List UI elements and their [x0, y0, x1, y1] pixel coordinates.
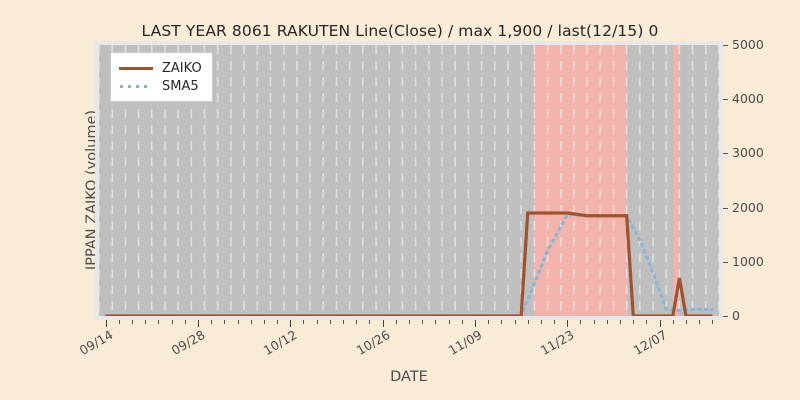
x-tick-minor [699, 320, 701, 324]
x-tick-minor [356, 320, 358, 324]
x-tick-major [197, 320, 199, 327]
highlight-band-1 [534, 45, 627, 316]
x-tick-minor [131, 320, 133, 324]
x-tick-minor [527, 320, 529, 324]
x-tick-label: 10/26 [353, 327, 393, 359]
x-tick-minor [145, 320, 147, 324]
y-tick-label: 5000 [732, 37, 764, 52]
y-tick-label: 4000 [732, 91, 764, 107]
x-tick-minor [422, 320, 424, 324]
x-tick-minor [329, 320, 331, 324]
x-tick-minor [712, 320, 714, 324]
chart-title: LAST YEAR 8061 RAKUTEN Line(Close) / max… [141, 22, 659, 40]
highlight-band-2 [672, 45, 680, 316]
y-tick-mark [723, 153, 728, 155]
legend-label-sma5: SMA5 [162, 78, 199, 94]
axis-spine-bottom [95, 316, 723, 320]
data-layer [103, 211, 715, 316]
legend-item-zaiko[interactable]: ZAIKO [119, 59, 202, 77]
y-tick-mark [723, 45, 728, 46]
x-tick-minor [369, 320, 371, 324]
x-tick-minor [461, 320, 463, 324]
y-tick-label: 1000 [732, 253, 764, 269]
x-tick-minor [277, 320, 279, 324]
x-tick-minor [263, 320, 265, 324]
y-tick-mark [723, 207, 728, 209]
x-tick-label: 11/09 [445, 327, 485, 359]
y-tick-label: 3000 [732, 145, 764, 161]
x-tick-minor [593, 320, 595, 324]
x-tick-minor [211, 320, 213, 324]
x-tick-minor [448, 320, 450, 324]
x-tick-minor [250, 320, 252, 324]
x-tick-minor [184, 320, 186, 324]
x-tick-minor [620, 320, 622, 324]
axis-spine-top [95, 41, 723, 45]
series-line-sma5 [103, 213, 715, 316]
x-tick-major [567, 320, 569, 327]
x-tick-minor [224, 320, 226, 324]
x-tick-minor [606, 320, 608, 324]
x-tick-major [659, 320, 661, 327]
y-tick-mark [723, 99, 728, 101]
x-tick-minor [316, 320, 318, 324]
legend-swatch-zaiko-icon [119, 62, 153, 74]
x-tick-minor [303, 320, 305, 324]
series-line-zaiko [105, 211, 713, 316]
x-tick-major [474, 320, 476, 327]
x-tick-minor [118, 320, 120, 324]
x-tick-label: 10/12 [261, 327, 300, 359]
chart-legend[interactable]: ZAIKO SMA5 [110, 52, 213, 102]
x-tick-minor [158, 320, 160, 324]
y-tick-mark [723, 261, 728, 263]
x-tick-minor [672, 320, 674, 324]
x-tick-major [290, 320, 292, 327]
x-tick-minor [488, 320, 490, 324]
y-tick-label: 0 [732, 308, 740, 323]
x-tick-minor [633, 320, 635, 324]
x-tick-minor [343, 320, 345, 324]
legend-label-zaiko: ZAIKO [162, 60, 202, 76]
x-tick-minor [554, 320, 556, 324]
x-tick-label: 12/07 [630, 327, 670, 359]
x-tick-minor [501, 320, 503, 324]
x-tick-minor [686, 320, 688, 324]
x-tick-label: 09/28 [168, 327, 208, 359]
x-tick-label: 11/23 [538, 327, 577, 359]
x-tick-major [382, 320, 384, 327]
legend-swatch-sma5-icon [119, 80, 153, 92]
y-tick-label: 2000 [732, 199, 764, 215]
axis-spine-right [719, 45, 723, 319]
x-axis-title: DATE [390, 369, 428, 385]
x-tick-minor [237, 320, 239, 324]
x-tick-minor [435, 320, 437, 324]
legend-item-sma5[interactable]: SMA5 [119, 77, 202, 95]
y-tick-mark [723, 316, 728, 317]
x-tick-major [105, 320, 107, 327]
x-tick-minor [540, 320, 542, 324]
x-tick-minor [580, 320, 582, 324]
x-tick-minor [409, 320, 410, 324]
x-tick-minor [395, 320, 397, 324]
axis-spine-left [95, 45, 99, 319]
x-tick-minor [646, 320, 648, 324]
x-tick-label: 09/14 [76, 327, 116, 359]
x-tick-minor [514, 320, 516, 324]
x-tick-minor [171, 320, 173, 324]
